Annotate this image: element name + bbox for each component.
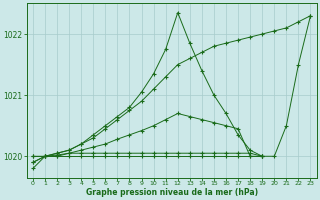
X-axis label: Graphe pression niveau de la mer (hPa): Graphe pression niveau de la mer (hPa) xyxy=(86,188,258,197)
